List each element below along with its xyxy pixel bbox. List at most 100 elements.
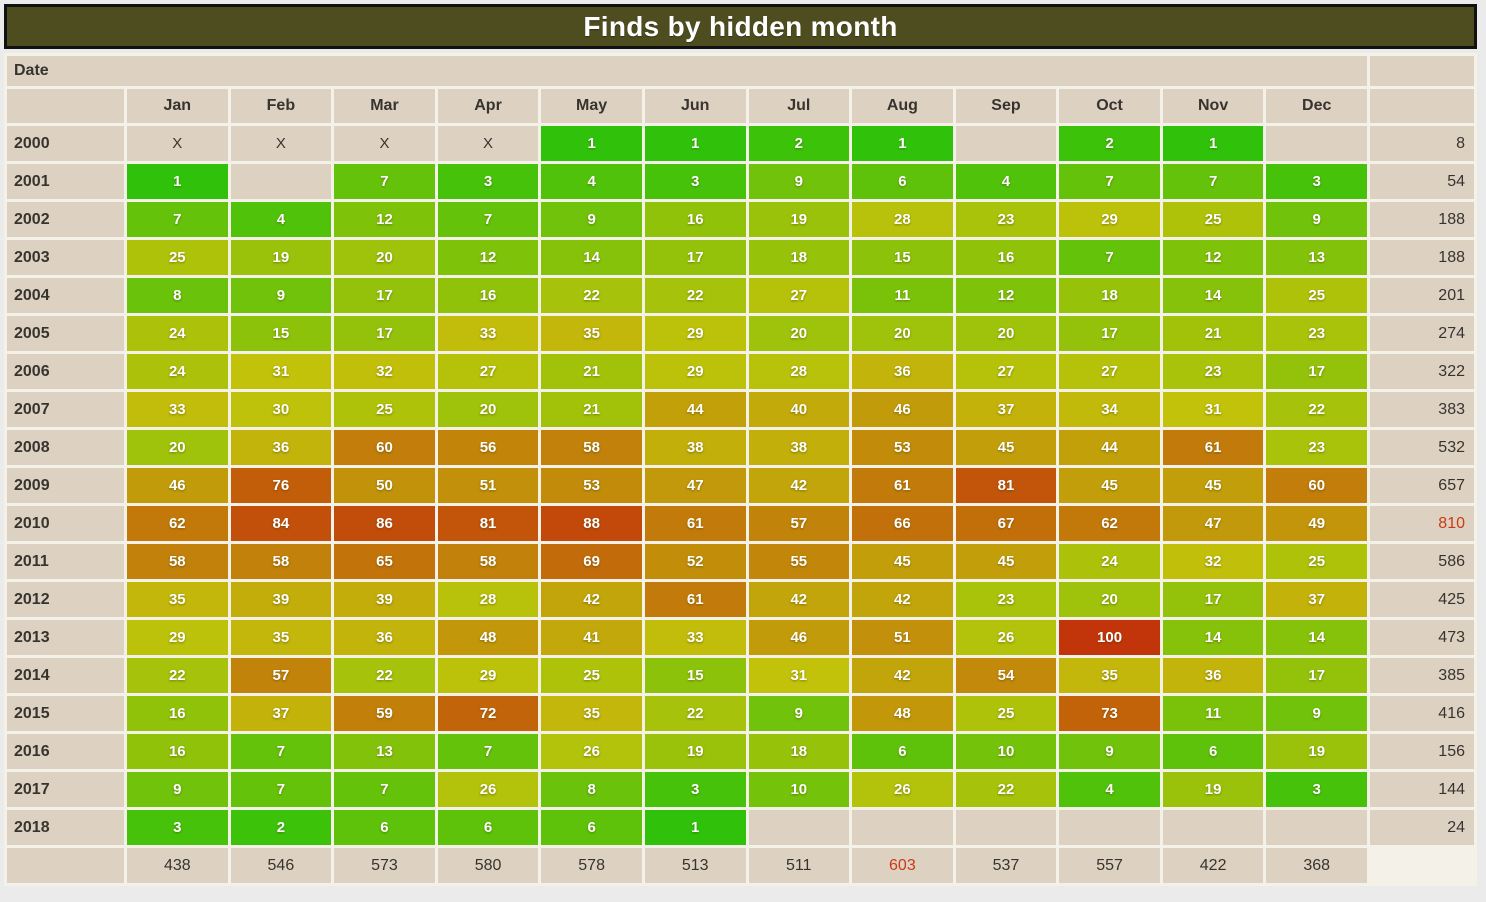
heatmap-cell-2002-jun: 16 — [644, 202, 746, 237]
heatmap-cell-2017-mar: 7 — [334, 772, 435, 807]
heatmap-cell-2006-sep: 27 — [955, 354, 1057, 389]
heatmap-cell-2007-sep: 37 — [955, 392, 1057, 427]
heatmap-cell-2002-jan: 7 — [127, 202, 228, 237]
heatmap-cell-2011-nov: 32 — [1162, 544, 1264, 579]
heatmap-cell-2006-jun: 29 — [644, 354, 746, 389]
heatmap-cell-2009-dec: 60 — [1266, 468, 1367, 503]
heatmap-cell-2000-feb: X — [230, 126, 332, 161]
heatmap-cell-2011-mar: 65 — [334, 544, 435, 579]
heatmap-cell-2014-jun: 15 — [644, 658, 746, 693]
year-label-2011: 2011 — [7, 544, 124, 579]
heatmap-cell-2002-oct: 29 — [1059, 202, 1160, 237]
heatmap-cell-2017-jun: 3 — [644, 772, 746, 807]
column-total-dec: 368 — [1266, 848, 1367, 883]
heatmap-cell-2005-apr: 33 — [437, 316, 539, 351]
heatmap-cell-2004-oct: 18 — [1059, 278, 1160, 313]
row-total-2018: 24 — [1370, 810, 1474, 845]
column-total-aug: 603 — [852, 848, 953, 883]
heatmap-cell-2007-apr: 20 — [437, 392, 539, 427]
heatmap-cell-2010-sep: 67 — [955, 506, 1057, 541]
heatmap-cell-2009-sep: 81 — [955, 468, 1057, 503]
heatmap-cell-2003-jan: 25 — [127, 240, 228, 275]
heatmap-cell-2011-feb: 58 — [230, 544, 332, 579]
heatmap-cell-2002-feb: 4 — [230, 202, 332, 237]
heatmap-cell-2006-oct: 27 — [1059, 354, 1160, 389]
heatmap-cell-2016-jul: 18 — [748, 734, 850, 769]
heatmap-cell-2014-may: 25 — [541, 658, 642, 693]
heatmap-cell-2004-aug: 11 — [852, 278, 953, 313]
heatmap-cell-2008-dec: 23 — [1266, 430, 1367, 465]
year-label-2000: 2000 — [7, 126, 124, 161]
heatmap-cell-2006-dec: 17 — [1266, 354, 1367, 389]
heatmap-cell-2003-feb: 19 — [230, 240, 332, 275]
heatmap-cell-2005-jul: 20 — [748, 316, 850, 351]
heatmap-cell-2003-oct: 7 — [1059, 240, 1160, 275]
heatmap-cell-2007-jul: 40 — [748, 392, 850, 427]
column-total-jan: 438 — [127, 848, 228, 883]
heatmap-cell-2015-oct: 73 — [1059, 696, 1160, 731]
heatmap-cell-2000-jan: X — [127, 126, 228, 161]
heatmap-cell-2012-sep: 23 — [955, 582, 1057, 617]
year-label-2008: 2008 — [7, 430, 124, 465]
heatmap-cell-2011-jun: 52 — [644, 544, 746, 579]
heatmap-cell-2018-mar: 6 — [334, 810, 435, 845]
heatmap-cell-2010-jun: 61 — [644, 506, 746, 541]
heatmap-cell-2018-dec — [1266, 810, 1367, 845]
heatmap-cell-2006-aug: 36 — [852, 354, 953, 389]
chart-title-bar: Finds by hidden month — [4, 4, 1477, 49]
column-total-sep: 537 — [955, 848, 1057, 883]
heatmap-cell-2006-jul: 28 — [748, 354, 850, 389]
heatmap-cell-2000-apr: X — [437, 126, 539, 161]
heatmap-cell-2016-apr: 7 — [437, 734, 539, 769]
heatmap-cell-2004-jun: 22 — [644, 278, 746, 313]
heatmap-cell-2009-jul: 42 — [748, 468, 850, 503]
heatmap-cell-2003-nov: 12 — [1162, 240, 1264, 275]
heatmap-cell-2011-jul: 55 — [748, 544, 850, 579]
heatmap-cell-2010-jul: 57 — [748, 506, 850, 541]
heatmap-table-wrap: Date Jan Feb Mar Apr May Jun Jul Aug Sep Oct Nov Dec… — [4, 53, 1477, 886]
year-label-2015: 2015 — [7, 696, 124, 731]
heatmap-cell-2006-may: 21 — [541, 354, 642, 389]
heatmap-cell-2015-jun: 22 — [644, 696, 746, 731]
heatmap-cell-2001-jul: 9 — [748, 164, 850, 199]
year-label-2004: 2004 — [7, 278, 124, 313]
date-band-spacer — [1370, 56, 1474, 86]
heatmap-cell-2012-aug: 42 — [852, 582, 953, 617]
heatmap-cell-2009-jun: 47 — [644, 468, 746, 503]
heatmap-cell-2016-may: 26 — [541, 734, 642, 769]
heatmap-cell-2018-oct — [1059, 810, 1160, 845]
heatmap-cell-2002-mar: 12 — [334, 202, 435, 237]
heatmap-cell-2002-sep: 23 — [955, 202, 1057, 237]
heatmap-cell-2012-jun: 61 — [644, 582, 746, 617]
heatmap-cell-2000-jul: 2 — [748, 126, 850, 161]
row-total-2008: 532 — [1370, 430, 1474, 465]
heatmap-cell-2000-may: 1 — [541, 126, 642, 161]
heatmap-cell-2000-nov: 1 — [1162, 126, 1264, 161]
month-header-jul: Jul — [748, 89, 850, 123]
heatmap-cell-2011-aug: 45 — [852, 544, 953, 579]
heatmap-cell-2015-nov: 11 — [1162, 696, 1264, 731]
heatmap-cell-2004-jul: 27 — [748, 278, 850, 313]
column-total-jul: 511 — [748, 848, 850, 883]
heatmap-cell-2010-oct: 62 — [1059, 506, 1160, 541]
heatmap-cell-2003-may: 14 — [541, 240, 642, 275]
heatmap-cell-2003-apr: 12 — [437, 240, 539, 275]
heatmap-cell-2005-may: 35 — [541, 316, 642, 351]
heatmap-cell-2006-feb: 31 — [230, 354, 332, 389]
heatmap-cell-2000-dec — [1266, 126, 1367, 161]
heatmap-cell-2013-nov: 14 — [1162, 620, 1264, 655]
heatmap-cell-2003-dec: 13 — [1266, 240, 1367, 275]
month-header-feb: Feb — [230, 89, 332, 123]
heatmap-cell-2007-dec: 22 — [1266, 392, 1367, 427]
heatmap-cell-2001-nov: 7 — [1162, 164, 1264, 199]
heatmap-cell-2008-nov: 61 — [1162, 430, 1264, 465]
heatmap-cell-2010-nov: 47 — [1162, 506, 1264, 541]
heatmap-cell-2013-apr: 48 — [437, 620, 539, 655]
year-label-2016: 2016 — [7, 734, 124, 769]
heatmap-cell-2007-jun: 44 — [644, 392, 746, 427]
heatmap-cell-2009-jan: 46 — [127, 468, 228, 503]
heatmap-cell-2010-aug: 66 — [852, 506, 953, 541]
heatmap-cell-2002-aug: 28 — [852, 202, 953, 237]
heatmap-cell-2011-sep: 45 — [955, 544, 1057, 579]
heatmap-cell-2018-jul — [748, 810, 850, 845]
